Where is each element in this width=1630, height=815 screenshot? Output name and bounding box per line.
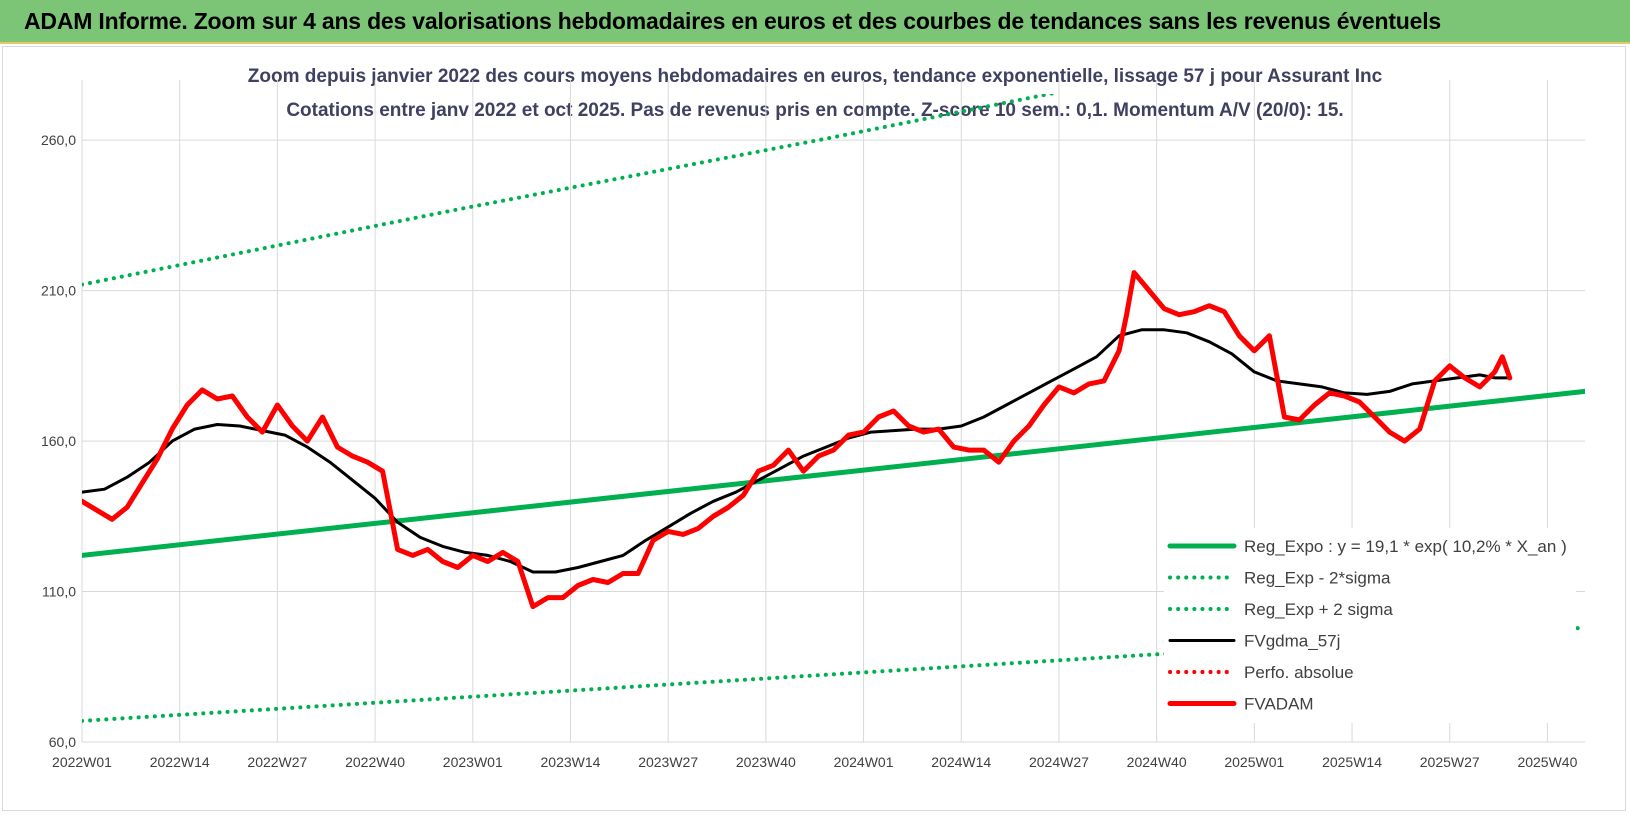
series-line-4 <box>82 328 1512 574</box>
x-tick-label: 2025W40 <box>1517 754 1577 770</box>
x-tick-label: 2022W01 <box>52 754 112 770</box>
series-line-3 <box>82 94 1060 287</box>
report-banner: ADAM Informe. Zoom sur 4 ans des valoris… <box>0 0 1630 44</box>
legend-label: FVADAM <box>1244 695 1314 714</box>
x-tick-label: 2025W27 <box>1420 754 1480 770</box>
report-title: ADAM Informe. Zoom sur 4 ans des valoris… <box>24 8 1442 34</box>
y-tick-label: 60,0 <box>49 734 76 750</box>
x-tick-label: 2023W40 <box>736 754 796 770</box>
x-tick-label: 2025W14 <box>1322 754 1382 770</box>
x-tick-label: 2024W14 <box>931 754 991 770</box>
x-axis-ticks: 2022W01 2022W14 2022W27 2022W40 2023W01 2023W… <box>52 754 1578 770</box>
legend: Reg_Expo : y = 19,1 * exp( 10,2% * X_an … <box>1164 528 1576 723</box>
x-tick-label: 2023W27 <box>638 754 698 770</box>
series-line-1 <box>82 388 1585 558</box>
y-tick-label: 260,0 <box>41 132 76 148</box>
x-tick-label: 2022W27 <box>247 754 307 770</box>
y-axis-ticks: 60,0 110,0 160,0 210,0 260,0 <box>41 132 76 750</box>
x-tick-label: 2024W01 <box>834 754 894 770</box>
x-tick-label: 2022W40 <box>345 754 405 770</box>
x-tick-label: 2024W27 <box>1029 754 1089 770</box>
series-lines <box>82 94 1585 723</box>
x-tick-label: 2024W40 <box>1127 754 1187 770</box>
y-tick-label: 160,0 <box>41 433 76 449</box>
legend-background <box>1164 528 1576 723</box>
legend-label: FVgdma_57j <box>1244 632 1340 651</box>
chart-frame <box>2 46 1626 811</box>
x-tick-label: 2023W01 <box>443 754 503 770</box>
x-tick-label: 2025W01 <box>1224 754 1284 770</box>
y-tick-label: 110,0 <box>42 584 76 600</box>
legend-label: Reg_Exp + 2 sigma <box>1244 600 1393 619</box>
y-tick-label: 210,0 <box>41 283 76 299</box>
legend-label: Reg_Expo : y = 19,1 * exp( 10,2% * X_an … <box>1244 537 1567 556</box>
legend-label: Reg_Exp - 2*sigma <box>1244 569 1391 588</box>
chart-title-line-1: Zoom depuis janvier 2022 des cours moyen… <box>247 66 1383 87</box>
x-tick-label: 2022W14 <box>150 754 210 770</box>
chart-title-line-2: Cotations entre janv 2022 et oct 2025. P… <box>286 100 1344 121</box>
x-tick-label: 2023W14 <box>541 754 601 770</box>
legend-label: Perfo. absolue <box>1244 663 1354 682</box>
series-line-6 <box>82 270 1513 610</box>
